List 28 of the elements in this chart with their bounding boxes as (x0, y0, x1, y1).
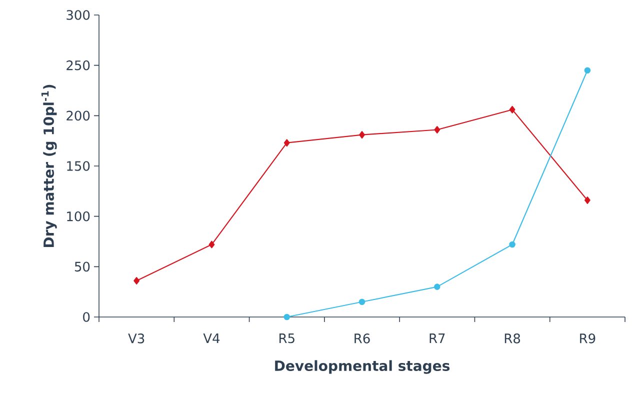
point (584, 196, 590, 204)
point (509, 106, 516, 114)
y-tick-label: 250 (66, 60, 90, 70)
point (284, 314, 290, 320)
x-tick-label: V4 (203, 334, 220, 343)
point (434, 126, 440, 134)
point (584, 67, 591, 74)
y-tick-label: 100 (67, 211, 90, 222)
point (359, 131, 365, 139)
x-tick-label: V3 (128, 334, 144, 344)
x-tick-label: R5 (279, 334, 294, 344)
point (208, 240, 215, 248)
y-tick-label: 150 (67, 161, 90, 171)
y-tick-label: 50 (74, 262, 90, 272)
point (509, 241, 516, 248)
y-axis-title: Dry matter (g 10pl$^{-1}$) (41, 84, 57, 248)
point (434, 284, 440, 290)
x-axis-title: Developmental stages (275, 360, 450, 374)
point (134, 277, 140, 285)
point (358, 298, 366, 306)
y-tick-label: 0 (83, 312, 90, 322)
x-tick-label: R8 (504, 334, 520, 344)
point (284, 139, 290, 147)
y-tick-label: 200 (66, 110, 90, 121)
x-tick-label: R6 (354, 334, 370, 344)
x-tick-label: R9 (580, 334, 596, 344)
x-tick-label: R7 (430, 334, 445, 343)
y-tick-label: 300 (66, 10, 90, 20)
